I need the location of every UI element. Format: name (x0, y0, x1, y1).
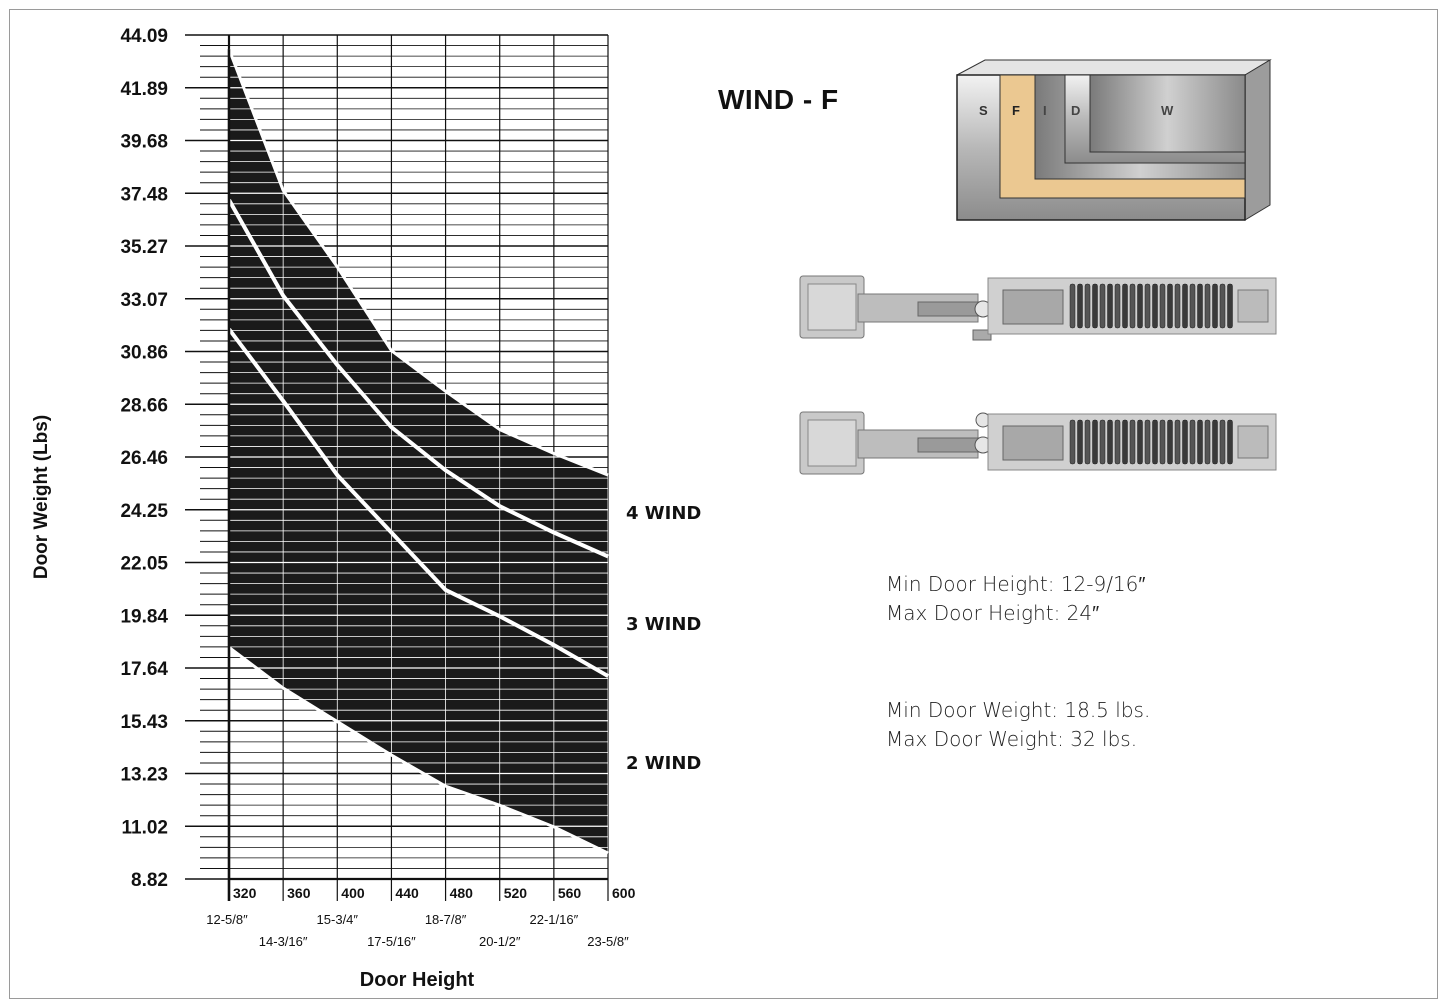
x-sublabel: 14-3/16″ (259, 934, 308, 949)
y-tick-label: 35.27 (120, 237, 168, 258)
layer-label-i: I (1043, 103, 1047, 118)
y-tick-label: 44.09 (120, 26, 168, 47)
y-tick-label: 39.68 (120, 132, 168, 153)
x-axis-title: Door Height (360, 969, 475, 991)
min-door-weight: Min Door Weight: 18.5 lbs. (886, 698, 1151, 722)
upper-boundary-line (227, 48, 609, 477)
x-sublabel: 12-5/8″ (206, 912, 248, 927)
y-tick-label: 15.43 (120, 712, 168, 733)
weight-specs: Min Door Weight: 18.5 lbs. Max Door Weig… (886, 696, 1150, 754)
x-sublabel: 22-1/16″ (530, 912, 579, 927)
y-tick-label: 22.05 (120, 554, 168, 575)
region-label: 3 WIND (626, 614, 701, 635)
layer-label-s: S (979, 103, 988, 118)
x-sublabel: 20-1/2″ (479, 934, 521, 949)
y-tick-label: 24.25 (120, 501, 168, 522)
hinge-image-2 (799, 411, 1277, 475)
x-tick-label: 360 (287, 885, 311, 901)
y-tick-label: 11.02 (122, 817, 169, 838)
y-tick-label: 41.89 (120, 79, 168, 100)
max-door-weight: Max Door Weight: 32 lbs. (886, 727, 1138, 751)
layer-label-f: F (1012, 103, 1020, 118)
x-sublabel: 15-3/4″ (317, 912, 359, 927)
x-tick-label: 520 (504, 885, 528, 901)
layer-label-d: D (1071, 103, 1080, 118)
y-axis-title: Door Weight (Lbs) (31, 415, 52, 579)
x-tick-label: 440 (395, 885, 419, 901)
x-sublabel: 17-5/16″ (367, 934, 416, 949)
y-tick-label: 8.82 (131, 870, 168, 891)
x-sublabel: 23-5/8″ (587, 934, 629, 949)
x-tick-label: 560 (558, 885, 582, 901)
y-tick-label: 28.66 (120, 395, 168, 416)
y-tick-label: 37.48 (120, 184, 168, 205)
y-tick-label: 33.07 (120, 290, 168, 311)
region-label: 4 WIND (626, 503, 701, 524)
x-sublabel: 18-7/8″ (425, 912, 467, 927)
layer-label-w: W (1161, 103, 1174, 118)
hinge-image-1 (799, 275, 1277, 341)
region-label: 2 WIND (626, 753, 701, 774)
max-door-height: Max Door Height: 24″ (886, 601, 1100, 625)
min-door-height: Min Door Height: 12-9/16″ (886, 572, 1146, 596)
wind-title: WIND - F (718, 84, 839, 115)
wind-chart: 44.09 41.89 39.68 37.48 35.27 33.07 30.86 28.66… (31, 26, 701, 991)
x-tick-label: 320 (233, 885, 257, 901)
spring-coils-1 (1069, 283, 1233, 329)
y-tick-label: 13.23 (120, 765, 168, 786)
lower-boundary-line (228, 646, 609, 855)
page-frame (9, 9, 1438, 999)
y-tick-label: 19.84 (120, 606, 168, 627)
divider-3-2-line (227, 327, 609, 678)
spring-coils-2 (1069, 419, 1233, 465)
x-tick-label: 400 (341, 885, 365, 901)
x-tick-label: 600 (612, 885, 636, 901)
x-tick-label: 480 (450, 885, 474, 901)
y-tick-label: 17.64 (120, 659, 168, 680)
y-tick-label: 26.46 (120, 448, 168, 469)
y-tick-label: 30.86 (120, 343, 168, 364)
divider-4-3-line (227, 198, 609, 559)
height-specs: Min Door Height: 12-9/16″ Max Door Heigh… (886, 570, 1145, 628)
layer-diagram: S F I D W (956, 59, 1272, 221)
